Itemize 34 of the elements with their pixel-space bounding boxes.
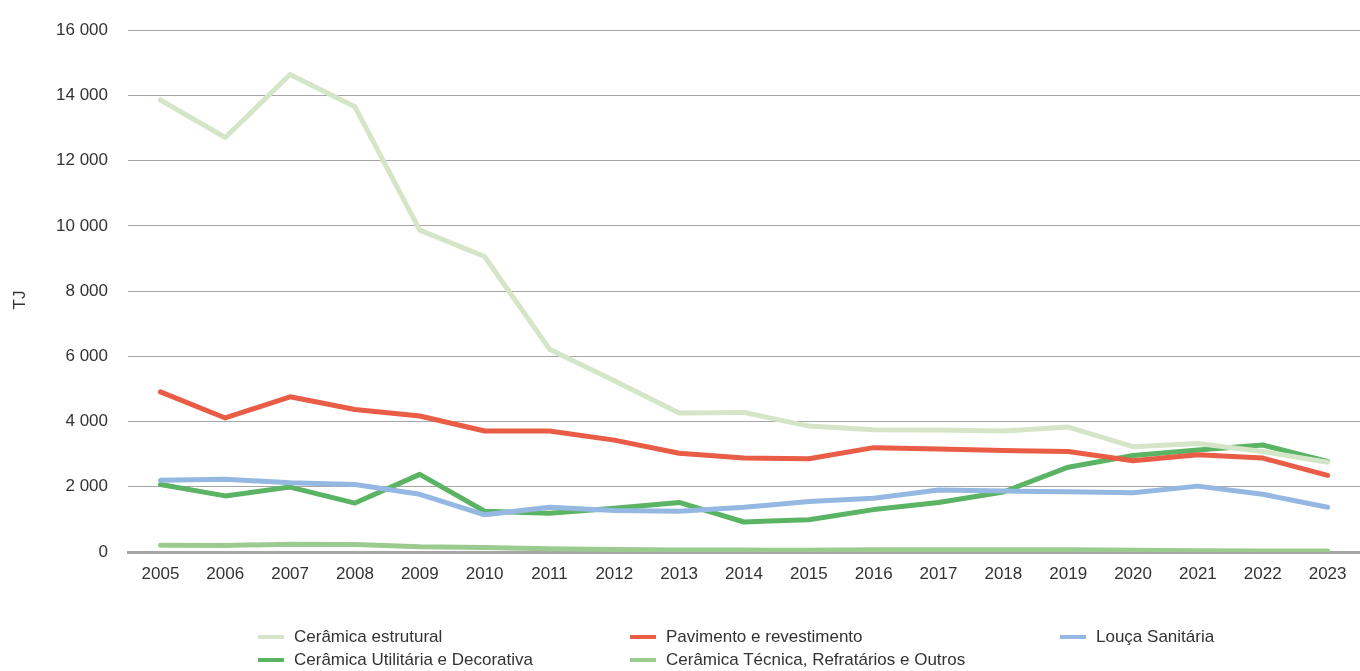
x-tick-label: 2022: [1243, 563, 1282, 583]
y-tick-label: 6 000: [65, 346, 108, 366]
x-tick-label: 2021: [1178, 563, 1217, 583]
y-tick-label: 4 000: [65, 411, 108, 431]
y-axis-title: TJ: [10, 289, 30, 312]
legend-label: Cerâmica estrutural: [294, 626, 443, 647]
x-tick-label: 2008: [336, 563, 374, 583]
legend-label: Cerâmica Utilitária e Decorativa: [294, 649, 534, 670]
legend-label: Pavimento e revestimento: [666, 626, 863, 647]
x-tick-label: 2018: [984, 563, 1023, 583]
y-tick-label: 2 000: [65, 476, 108, 496]
x-tick-label: 2010: [465, 563, 504, 583]
x-tick-label: 2017: [919, 563, 958, 583]
y-tick-label: 16 000: [56, 19, 108, 39]
x-tick-label: 2013: [660, 563, 699, 583]
x-tick-label: 2019: [1049, 563, 1088, 583]
x-tick-label: 2006: [206, 563, 245, 583]
x-tick-label: 2007: [271, 563, 310, 583]
x-tick-label: 2005: [141, 563, 180, 583]
x-tick-label: 2011: [531, 563, 568, 583]
x-tick-label: 2020: [1114, 563, 1152, 583]
legend-label: Louça Sanitária: [1096, 626, 1215, 647]
y-tick-label: 0: [98, 541, 108, 561]
y-tick-label: 10 000: [56, 215, 108, 235]
y-tick-label: 8 000: [65, 280, 108, 300]
y-tick-label: 12 000: [56, 150, 108, 170]
x-tick-label: 2016: [854, 563, 893, 583]
legend-label: Cerâmica Técnica, Refratários e Outros: [666, 649, 966, 670]
y-tick-label: 14 000: [56, 85, 108, 105]
x-tick-label: 2009: [400, 563, 439, 583]
x-tick-label: 2015: [789, 563, 828, 583]
x-tick-label: 2014: [725, 563, 763, 583]
x-tick-label: 2012: [595, 563, 634, 583]
x-tick-label: 2023: [1308, 563, 1347, 583]
